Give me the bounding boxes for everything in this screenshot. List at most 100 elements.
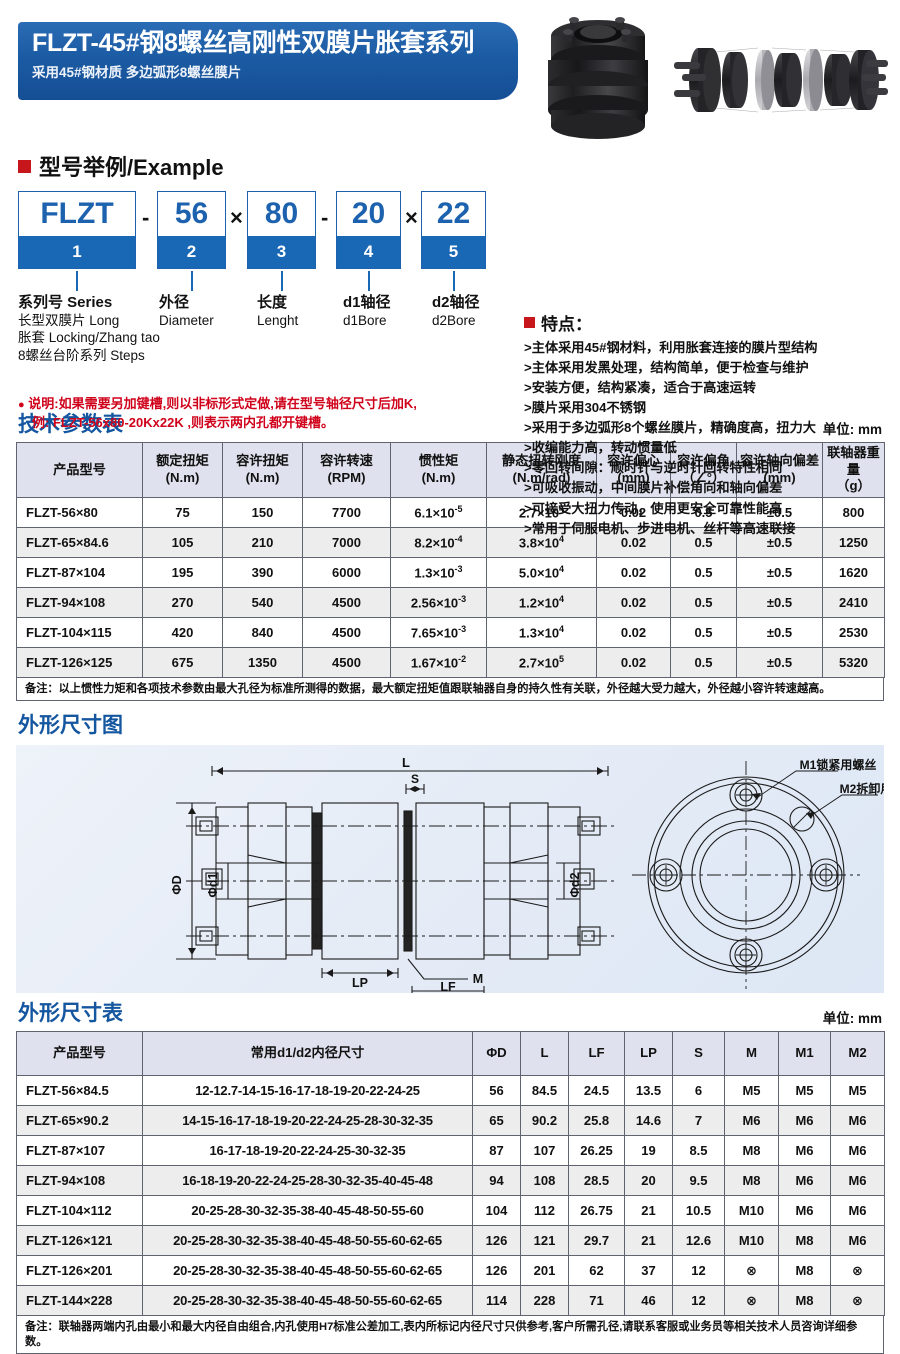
dim-M2-cell: M6 (830, 1165, 885, 1197)
table-row: FLZT-87×107 16-17-18-19-20-22-24-25-30-32… (16, 1135, 885, 1167)
svg-text:Φd1: Φd1 (206, 873, 220, 898)
product-photos (528, 2, 894, 148)
rated-torque-cell: 195 (142, 556, 223, 588)
svg-text:L: L (402, 755, 410, 770)
dim-S-cell: 12.6 (672, 1225, 725, 1257)
th-model: 产品型号 (16, 442, 143, 498)
table-row: FLZT-87×104 195 390 6000 1.3×10-3 5.0×104 0.02… (16, 556, 885, 588)
tech-table-header-row: 产品型号 额定扭矩 (N.m) 容许扭矩 (N.m) 容许转速 (RPM) 惯性矩 (N… (16, 442, 885, 498)
dim-LF-cell: 71 (568, 1285, 625, 1317)
feature-item: >常用于伺服电机、步进电机、丝杆等高速联接 (524, 520, 796, 536)
angular-cell: 0.5 (670, 556, 737, 588)
th-dim-bores: 常用d1/d2内径尺寸 (142, 1031, 473, 1077)
dim-LF-cell: 62 (568, 1255, 625, 1287)
weight-cell: 1250 (822, 526, 885, 558)
feature-item: >安装方便，结构紧凑，适合于高速运转 (524, 380, 756, 396)
axial-cell: ±0.5 (736, 616, 823, 648)
table-row: FLZT-65×90.2 14-15-16-17-18-19-20-22-24-2… (16, 1105, 885, 1137)
dim-table-title-row: 外形尺寸表 单位: mm (0, 997, 900, 1027)
svg-text:S: S (411, 772, 419, 786)
dimension-table: 产品型号 常用d1/d2内径尺寸 ΦD L LF LP S M M1 M2 FL… (16, 1031, 885, 1317)
separator-1: - (142, 205, 150, 230)
weight-cell: 800 (822, 496, 885, 528)
annotation-m2: M2拆卸用基米 (840, 781, 884, 796)
model-box-3-value: 80 (264, 197, 299, 230)
dim-M2-cell: ⊗ (830, 1285, 885, 1317)
round-bullet-icon: ● (18, 399, 25, 411)
model-box-4: 20 4 (336, 191, 401, 269)
dim-M2-cell: M6 (830, 1225, 885, 1257)
leader-tick-2 (191, 271, 193, 291)
inertia-cell: 1.67×10-2 (390, 646, 487, 678)
dim-LP-cell: 37 (624, 1255, 673, 1287)
feature-item: >膜片采用304不锈钢 (524, 400, 647, 416)
dim-M-cell: M5 (724, 1075, 779, 1107)
dim-bores-cell: 20-25-28-30-32-35-38-40-45-48-50-55-60 (142, 1195, 473, 1227)
annotation-m1: M1锁紧用螺丝 (800, 757, 877, 772)
th-axial: 容许轴向偏差 (mm) (736, 442, 823, 498)
exploded-coupling-photo (674, 47, 888, 113)
legend-item-series: 系列号 Series 长型双膜片 Long 胀套 Locking/Zhang t… (18, 293, 160, 364)
allow-torque-cell: 540 (222, 586, 303, 618)
th-rated-torque: 额定扭矩 (N.m) (142, 442, 223, 498)
dim-M1-cell: M6 (778, 1165, 831, 1197)
eccentricity-cell: 0.02 (596, 616, 671, 648)
dim-S-cell: 12 (672, 1285, 725, 1317)
dim-M-cell: ⊗ (724, 1285, 779, 1317)
allow-torque-cell: 210 (222, 526, 303, 558)
dim-M1-cell: M6 (778, 1135, 831, 1167)
th-inertia: 惯性矩 (N.m) (390, 442, 487, 498)
legend-4-en: d1Bore (343, 313, 387, 329)
model-box-2-index: 2 (158, 236, 225, 268)
model-cell: FLZT-104×115 (16, 616, 143, 648)
features-header: 特点： (524, 310, 896, 335)
coupling-cross-section-drawing: L S ΦD Φd1 Φd2 LP M LF (170, 755, 900, 997)
dim-S-cell: 12 (672, 1255, 725, 1287)
dim-bores-cell: 12-12.7-14-15-16-17-18-19-20-22-24-25 (142, 1075, 473, 1107)
dim-table-unit: 单位: mm (822, 1011, 882, 1027)
inertia-cell: 6.1×10-5 (390, 496, 487, 528)
tech-table-unit: 单位: mm (822, 422, 882, 437)
title-banner: FLZT-45#钢8螺丝高刚性双膜片胀套系列 采用45#钢材质 多边弧形8螺丝膜… (18, 22, 518, 100)
separator-2: × (230, 205, 243, 230)
dim-model-cell: FLZT-104×112 (16, 1195, 143, 1227)
weight-cell: 1620 (822, 556, 885, 588)
svg-text:LP: LP (352, 976, 368, 990)
table-row: FLZT-126×125 675 1350 4500 1.67×10-2 2.7×105 0… (16, 646, 885, 678)
table-row: FLZT-126×201 20-25-28-30-32-35-38-40-45-4… (16, 1255, 885, 1287)
dim-model-cell: FLZT-144×228 (16, 1285, 143, 1317)
tech-table-note: 备注：以上惯性力矩和各项技术参数由最大孔径为标准所测得的数据，最大额定扭矩值跟联… (16, 677, 884, 702)
rated-torque-cell: 420 (142, 616, 223, 648)
dim-table-wrap: 产品型号 常用d1/d2内径尺寸 ΦD L LF LP S M M1 M2 FL… (0, 1031, 900, 1354)
model-box-3: 80 3 (247, 191, 316, 269)
legend-5-en: d2Bore (432, 313, 476, 329)
dim-LF-cell: 24.5 (568, 1075, 625, 1107)
angular-cell: 0.5 (670, 646, 737, 678)
angular-cell: 0.5 (670, 526, 737, 558)
example-section-header: 型号举例/Example (0, 150, 900, 182)
stiffness-cell: 1.3×104 (486, 616, 597, 648)
model-cell: FLZT-65×84.6 (16, 526, 143, 558)
keyway-note-line1: 说明:如果需要另加键槽,则以非标形式定做,请在型号轴径尺寸后加K, (28, 396, 417, 411)
dim-bores-cell: 20-25-28-30-32-35-38-40-45-48-50-55-60-6… (142, 1255, 473, 1287)
features-section: 特点： >主体采用45#钢材料，利用胀套连接的膜片型结构 >主体采用发黑处理，结… (524, 310, 896, 539)
feature-item: >采用于多边弧形8个螺丝膜片，精确度高，扭力大 (524, 420, 816, 436)
rated-torque-cell: 75 (142, 496, 223, 528)
table-row: FLZT-94×108 270 540 4500 2.56×10-3 1.2×104 0.0… (16, 586, 885, 618)
model-cell: FLZT-87×104 (16, 556, 143, 588)
eccentricity-cell: 0.02 (596, 586, 671, 618)
dim-LF-cell: 28.5 (568, 1165, 625, 1197)
feature-item: >可吸收振动，中间膜片补偿角向和轴向偏差 (524, 480, 783, 496)
th-dim-LP: LP (624, 1031, 673, 1077)
feature-item: >可接受大扭力传动，使用更安全可靠性能高 (524, 500, 783, 516)
allow-speed-cell: 6000 (302, 556, 391, 588)
dim-bores-cell: 16-17-18-19-20-22-24-25-30-32-35 (142, 1135, 473, 1167)
legend-1-x2: 胀套 Locking/Zhang tao (18, 330, 160, 346)
dim-M-cell: M8 (724, 1165, 779, 1197)
leader-tick-1 (76, 271, 78, 291)
allow-speed-cell: 4500 (302, 586, 391, 618)
model-box-3-index: 3 (248, 236, 315, 268)
model-box-5-value: 22 (436, 197, 471, 230)
leader-tick-4 (368, 271, 370, 291)
feature-item: >主体采用发黑处理，结构简单，便于检查与维护 (524, 360, 809, 376)
